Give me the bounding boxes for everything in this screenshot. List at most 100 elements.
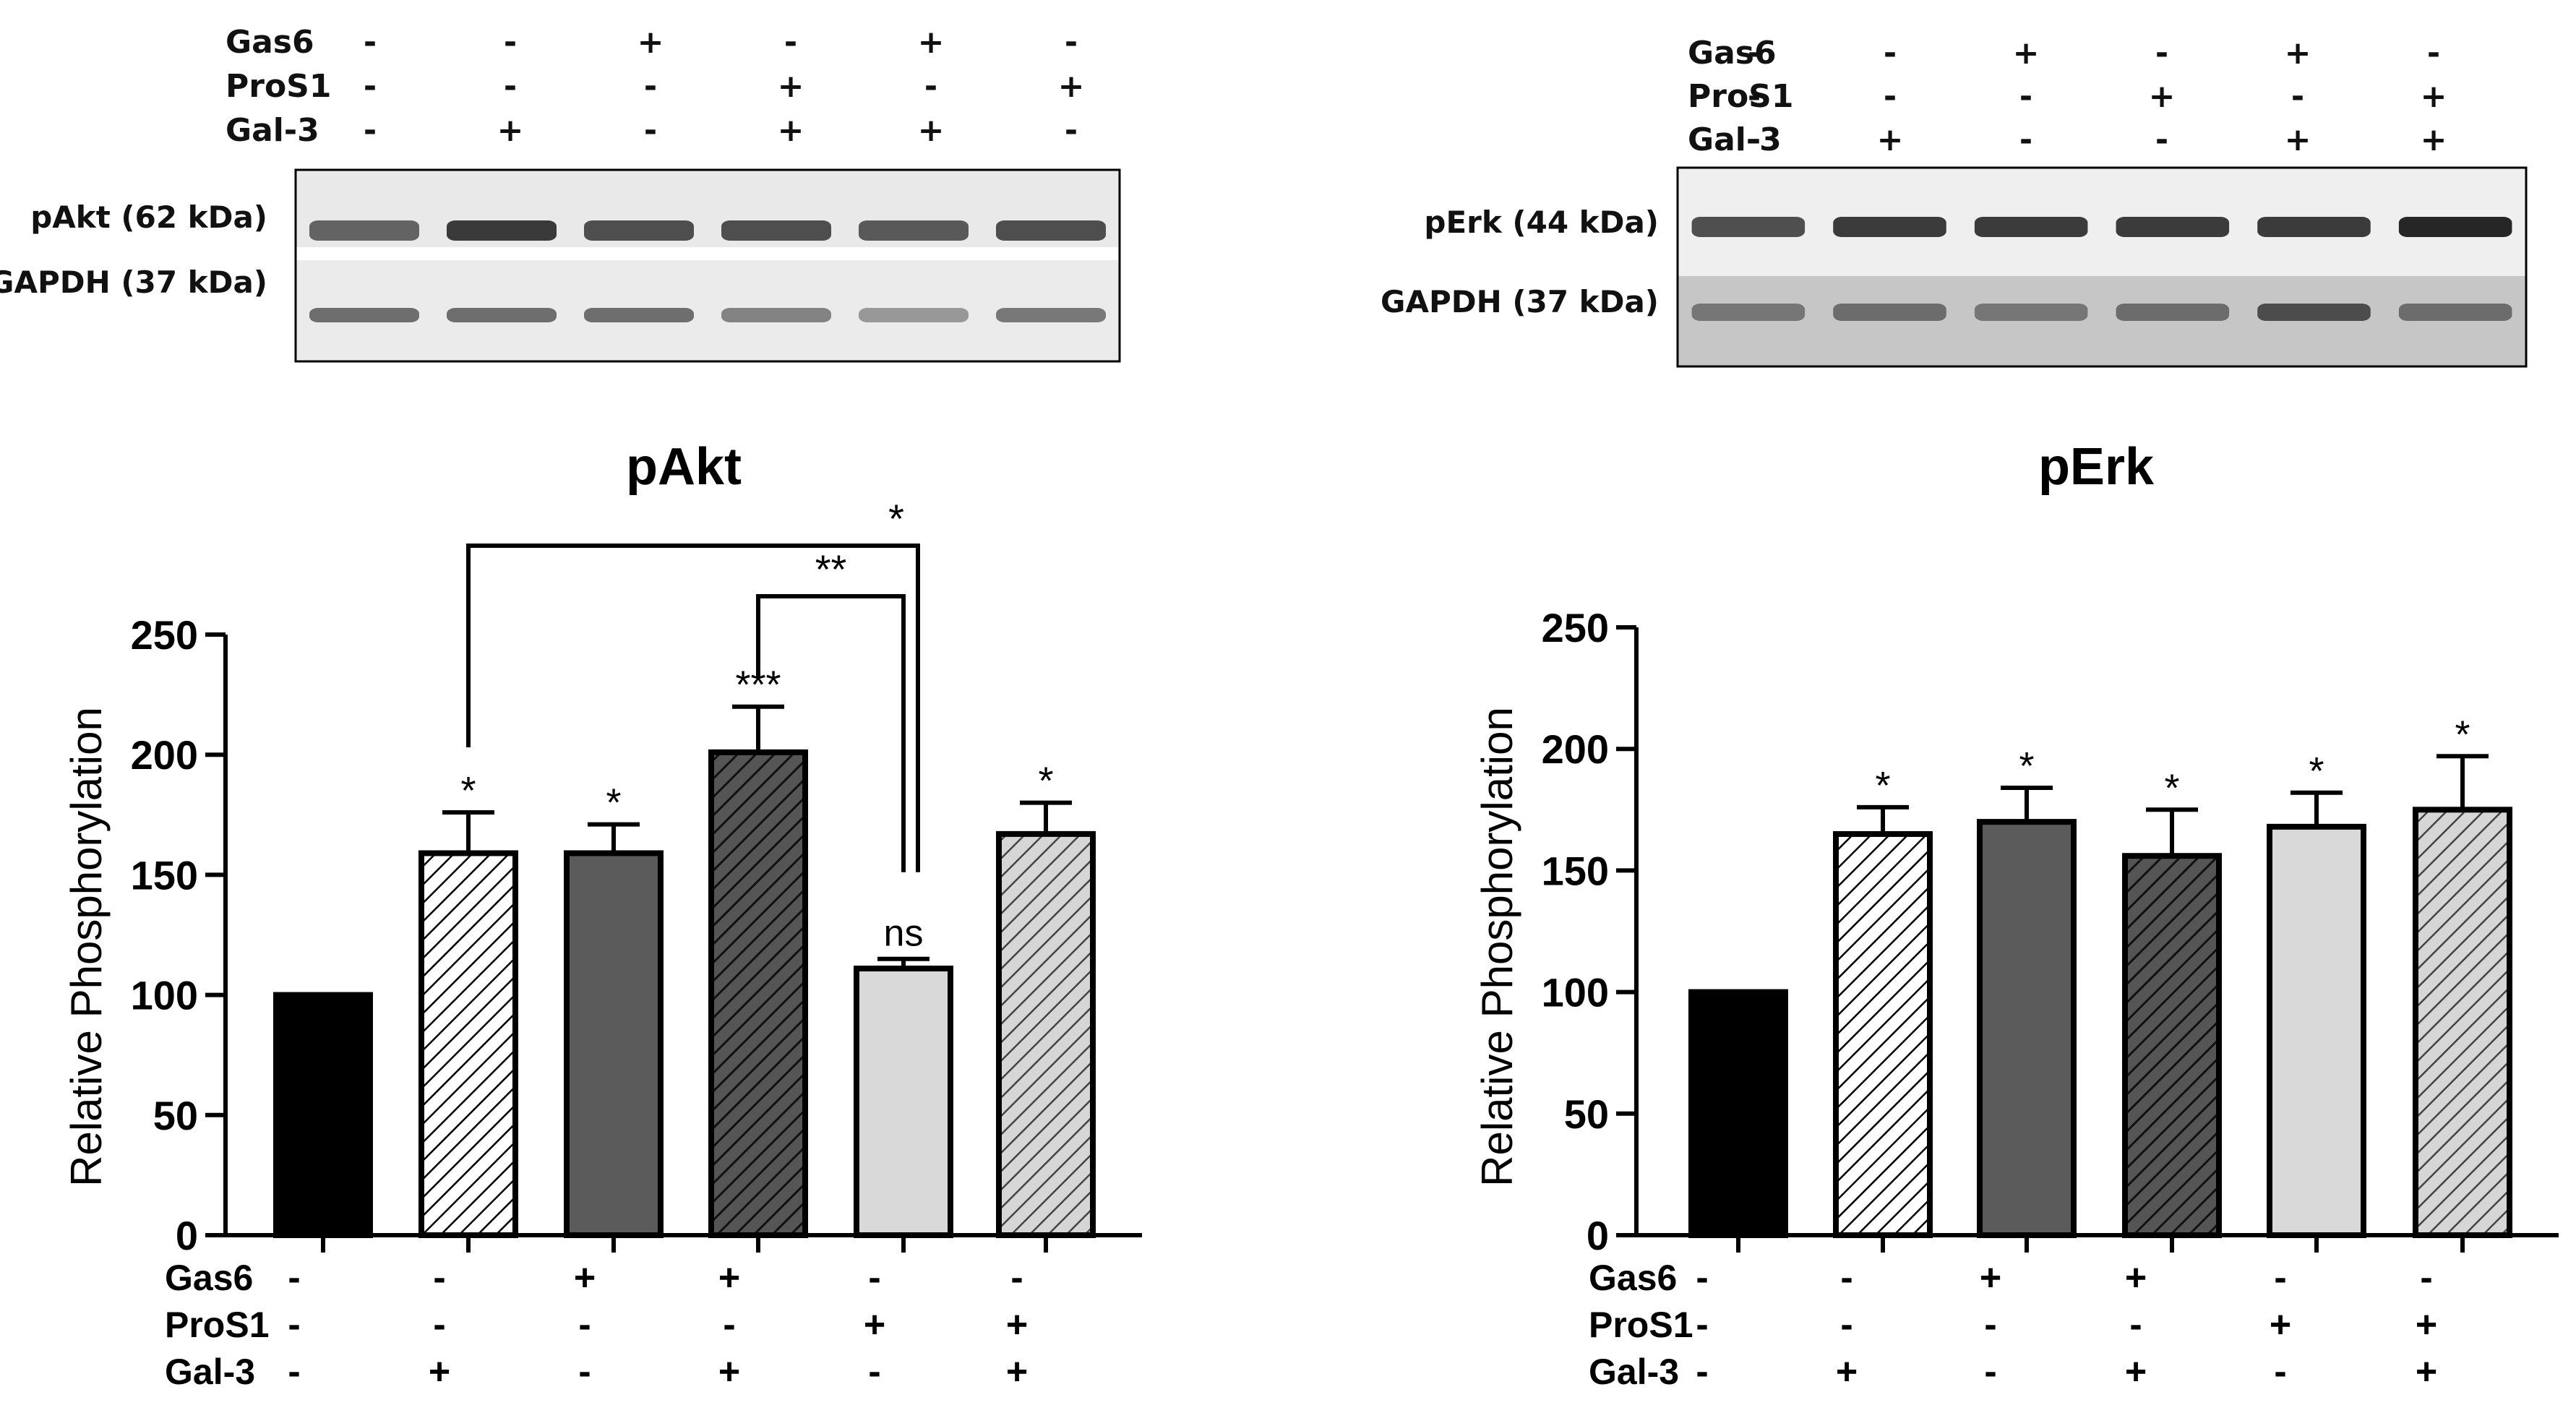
bar: [2413, 807, 2512, 1239]
condition-sign: +: [1980, 1257, 2001, 1299]
chart-title: pErk: [2038, 438, 2155, 496]
blot-sign: -: [1065, 112, 1078, 149]
condition-sign: +: [2416, 1304, 2437, 1346]
significance-label: *: [2309, 749, 2324, 793]
blot-condition-labels: Gas6- - + - + -ProS1- - - + - +Gal-3- + - + + -: [226, 24, 1084, 149]
condition-label: Gal-3: [165, 1352, 255, 1392]
blot-sign: -: [644, 68, 657, 105]
bars: [1688, 807, 2512, 1239]
blot-sign: -: [2291, 78, 2304, 115]
condition-sign: -: [1984, 1351, 1996, 1393]
y-tick-label: 200: [1542, 726, 1609, 772]
bar: [854, 966, 953, 1238]
blot-image: [294, 168, 1121, 363]
blot-sign: -: [504, 24, 517, 61]
blot-row-label: Gal-3: [1688, 121, 1782, 158]
blot-band: [2116, 217, 2230, 237]
blot-band: [996, 308, 1106, 322]
condition-sign: -: [1840, 1304, 1852, 1346]
blot-band: [721, 308, 831, 322]
blot-background: [1678, 276, 2526, 366]
blot-sign: +: [918, 112, 945, 149]
blot-sign: -: [1065, 24, 1078, 61]
blot-background: [296, 260, 1120, 361]
bars: [273, 749, 1096, 1238]
blot-sign: -: [1884, 78, 1897, 115]
blot-panel-perk: Gas6- - + - + -ProS1- - - + - +Gal-3- + - - + + pErk (4…: [1381, 35, 2528, 368]
bar: [2122, 853, 2222, 1238]
condition-sign: -: [1696, 1257, 1708, 1299]
blot-background: [1678, 168, 2526, 276]
bar: [2267, 823, 2366, 1238]
condition-sign: +: [574, 1257, 596, 1299]
blot-condition-labels: Gas6- - + - + -ProS1- - - + - +Gal-3- + - - + +: [1688, 35, 2447, 158]
condition-sign: -: [288, 1304, 300, 1346]
blot-band: [1691, 217, 1806, 237]
condition-label: Gas6: [1589, 1258, 1677, 1298]
y-tick-label: 150: [1542, 848, 1609, 893]
bar: [273, 992, 373, 1238]
significance-label: *: [2455, 713, 2470, 756]
blot-band: [2398, 217, 2512, 237]
blot-sign: -: [644, 112, 657, 149]
significance-label: *: [1875, 764, 1890, 807]
blot-sign: -: [364, 112, 377, 149]
blot-sign: -: [2155, 35, 2168, 72]
comparison-bracket: [466, 544, 920, 872]
condition-sign: +: [718, 1257, 740, 1299]
y-axis-label: Relative Phosphorylation: [1473, 707, 1521, 1187]
blot-sign: -: [784, 24, 797, 61]
error-bars: [1857, 754, 2489, 856]
condition-sign: -: [1010, 1257, 1023, 1299]
blot-band-label: pAkt (62 kDa): [30, 199, 267, 235]
condition-sign: -: [1984, 1304, 1996, 1346]
blot-sign: +: [2285, 121, 2311, 158]
y-tick-label: 50: [153, 1093, 198, 1138]
blot-row-label: Gas6: [226, 24, 314, 61]
condition-sign: -: [288, 1257, 300, 1299]
condition-sign: +: [429, 1351, 450, 1393]
blot-sign: -: [2427, 35, 2440, 72]
bar: [1688, 989, 1788, 1238]
significance-label: ns: [884, 913, 924, 955]
blot-sign: +: [918, 24, 945, 61]
condition-table: Gas6- - + + - -ProS1- - - - + +Gal-3- + - + - +: [1589, 1257, 2437, 1393]
blot-sign: -: [364, 68, 377, 105]
blot-band: [996, 220, 1106, 241]
y-tick-label: 50: [1564, 1091, 1609, 1137]
x-axis: [1636, 1233, 2559, 1253]
significance-label: *: [606, 781, 621, 825]
blot-sign: +: [637, 24, 664, 61]
y-tick-label: 100: [1542, 970, 1609, 1015]
blot-band: [1974, 304, 2088, 321]
bar: [708, 749, 808, 1238]
condition-label: ProS1: [1589, 1305, 1693, 1345]
significance-label: *: [1038, 760, 1053, 803]
bar: [1977, 819, 2077, 1238]
blot-band: [859, 220, 969, 241]
bracket-label: **: [815, 546, 847, 592]
condition-sign: -: [433, 1304, 445, 1346]
blot-band: [2116, 304, 2230, 321]
condition-sign: -: [2274, 1351, 2286, 1393]
condition-label: Gas6: [165, 1258, 253, 1298]
y-tick-label: 250: [131, 612, 198, 658]
y-tick-label: 250: [1542, 605, 1609, 650]
blot-band: [2257, 217, 2371, 237]
blot-band: [309, 220, 419, 241]
blot-band: [721, 220, 831, 241]
blot-band-labels: pAkt (62 kDa) GAPDH (37 kDa): [0, 199, 267, 300]
bar: [996, 830, 1096, 1238]
blot-band: [584, 308, 694, 322]
chart-title: pAkt: [626, 438, 742, 496]
condition-sign: +: [718, 1351, 740, 1393]
blot-band: [1974, 217, 2088, 237]
y-axis-label: Relative Phosphorylation: [62, 707, 111, 1187]
blot-band: [2257, 304, 2371, 321]
blot-band: [1833, 217, 1946, 237]
comparison-brackets: ***: [466, 496, 920, 872]
blot-band: [309, 308, 419, 322]
condition-sign: -: [2129, 1304, 2142, 1346]
blot-sign: -: [2155, 121, 2168, 158]
blot-background: [296, 170, 1120, 247]
